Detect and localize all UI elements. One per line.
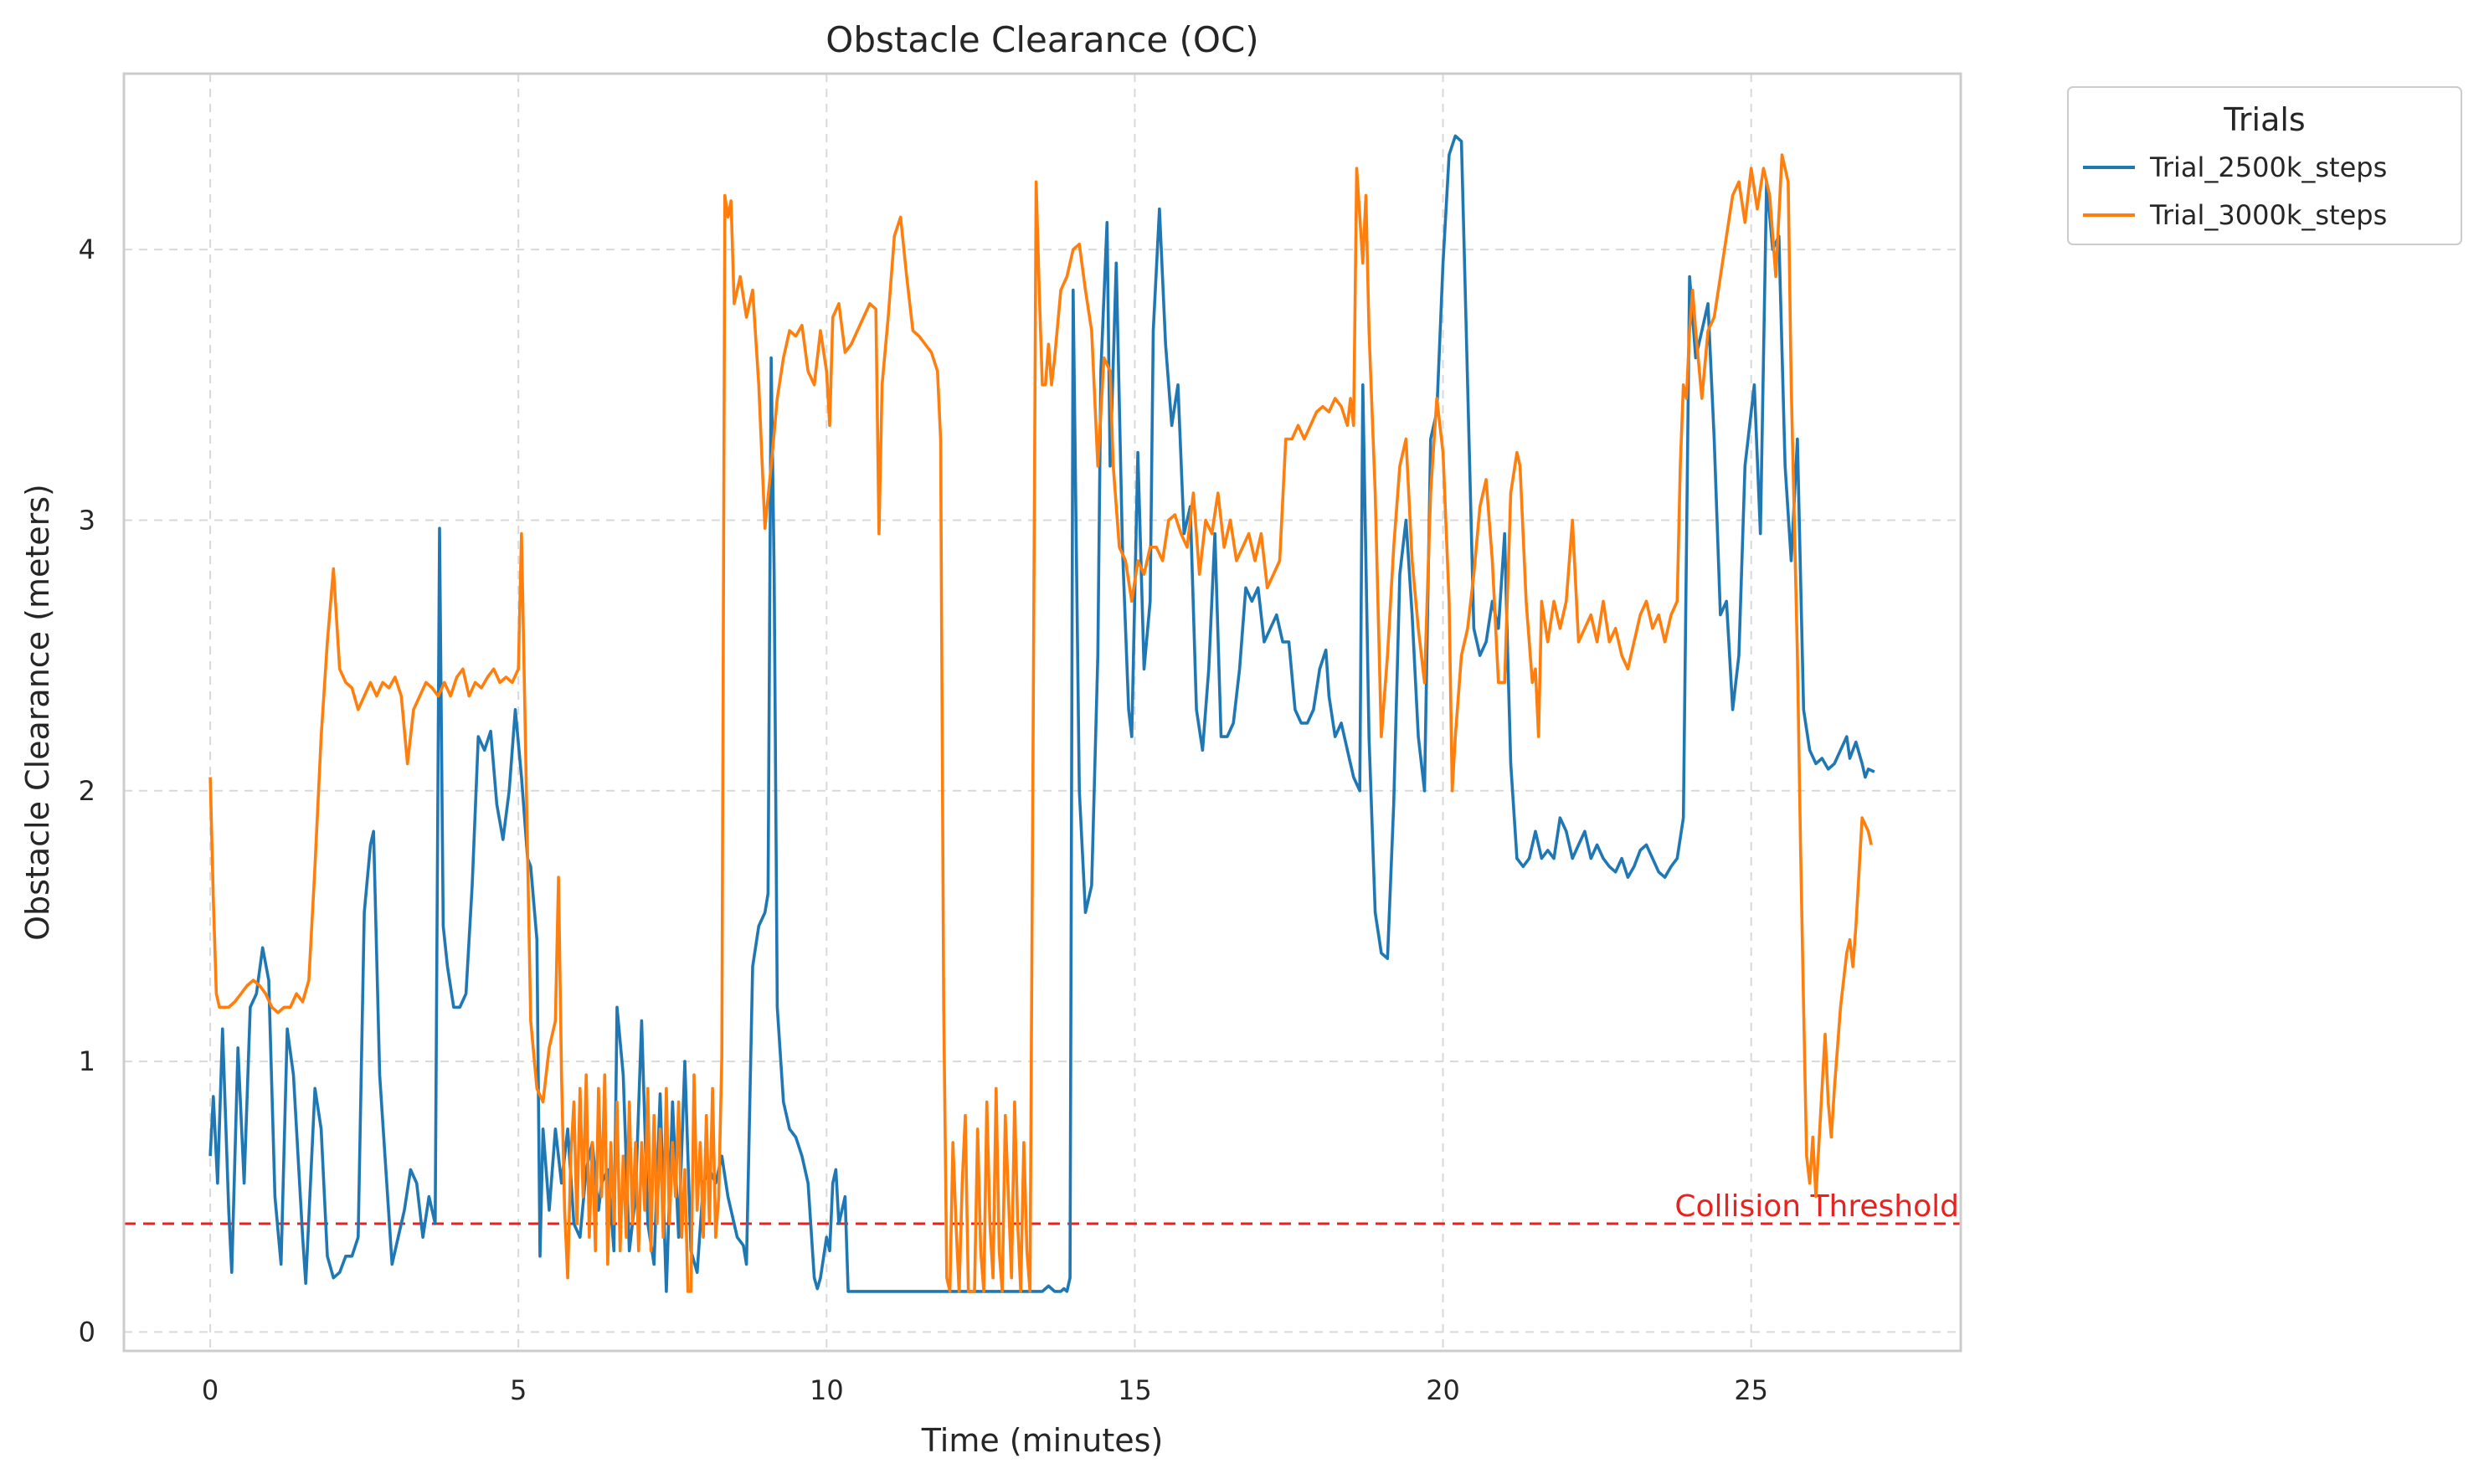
x-tick-label: 25 (1734, 1374, 1768, 1406)
x-tick-label: 20 (1426, 1374, 1460, 1406)
y-tick-label: 1 (79, 1045, 95, 1077)
x-tick-label: 10 (810, 1374, 844, 1406)
x-axis-label: Time (minutes) (921, 1422, 1164, 1459)
y-axis-label: Obstacle Clearance (meters) (19, 484, 56, 941)
legend-label-2: Trial_3000k_steps (2149, 199, 2387, 231)
y-tick-label: 3 (79, 504, 95, 536)
x-tick-label: 15 (1118, 1374, 1152, 1406)
legend-title: Trials (2223, 101, 2305, 138)
plot-frame (122, 72, 1962, 1353)
y-tick-label: 0 (79, 1316, 95, 1348)
series-lines (208, 134, 1875, 1293)
legend-items: Trial_2500k_steps Trial_3000k_steps (2083, 151, 2387, 231)
y-tick-label: 2 (79, 775, 95, 807)
series-line-2 (208, 153, 1873, 1293)
series-line-1 (208, 134, 1875, 1293)
legend-box (2067, 86, 2462, 245)
y-tick-label: 4 (79, 234, 95, 265)
legend: Trials Trial_2500k_steps Trial_3000k_step… (2067, 86, 2462, 245)
grid-lines (124, 74, 1961, 1351)
x-tick-label: 5 (510, 1374, 527, 1406)
legend-label-1: Trial_2500k_steps (2149, 151, 2387, 183)
y-axis-ticks: 0 1 2 3 4 (79, 234, 95, 1348)
chart-title: Obstacle Clearance (OC) (825, 19, 1258, 60)
x-axis-ticks: 0 5 10 15 20 25 (202, 1374, 1768, 1406)
x-tick-label: 0 (202, 1374, 219, 1406)
